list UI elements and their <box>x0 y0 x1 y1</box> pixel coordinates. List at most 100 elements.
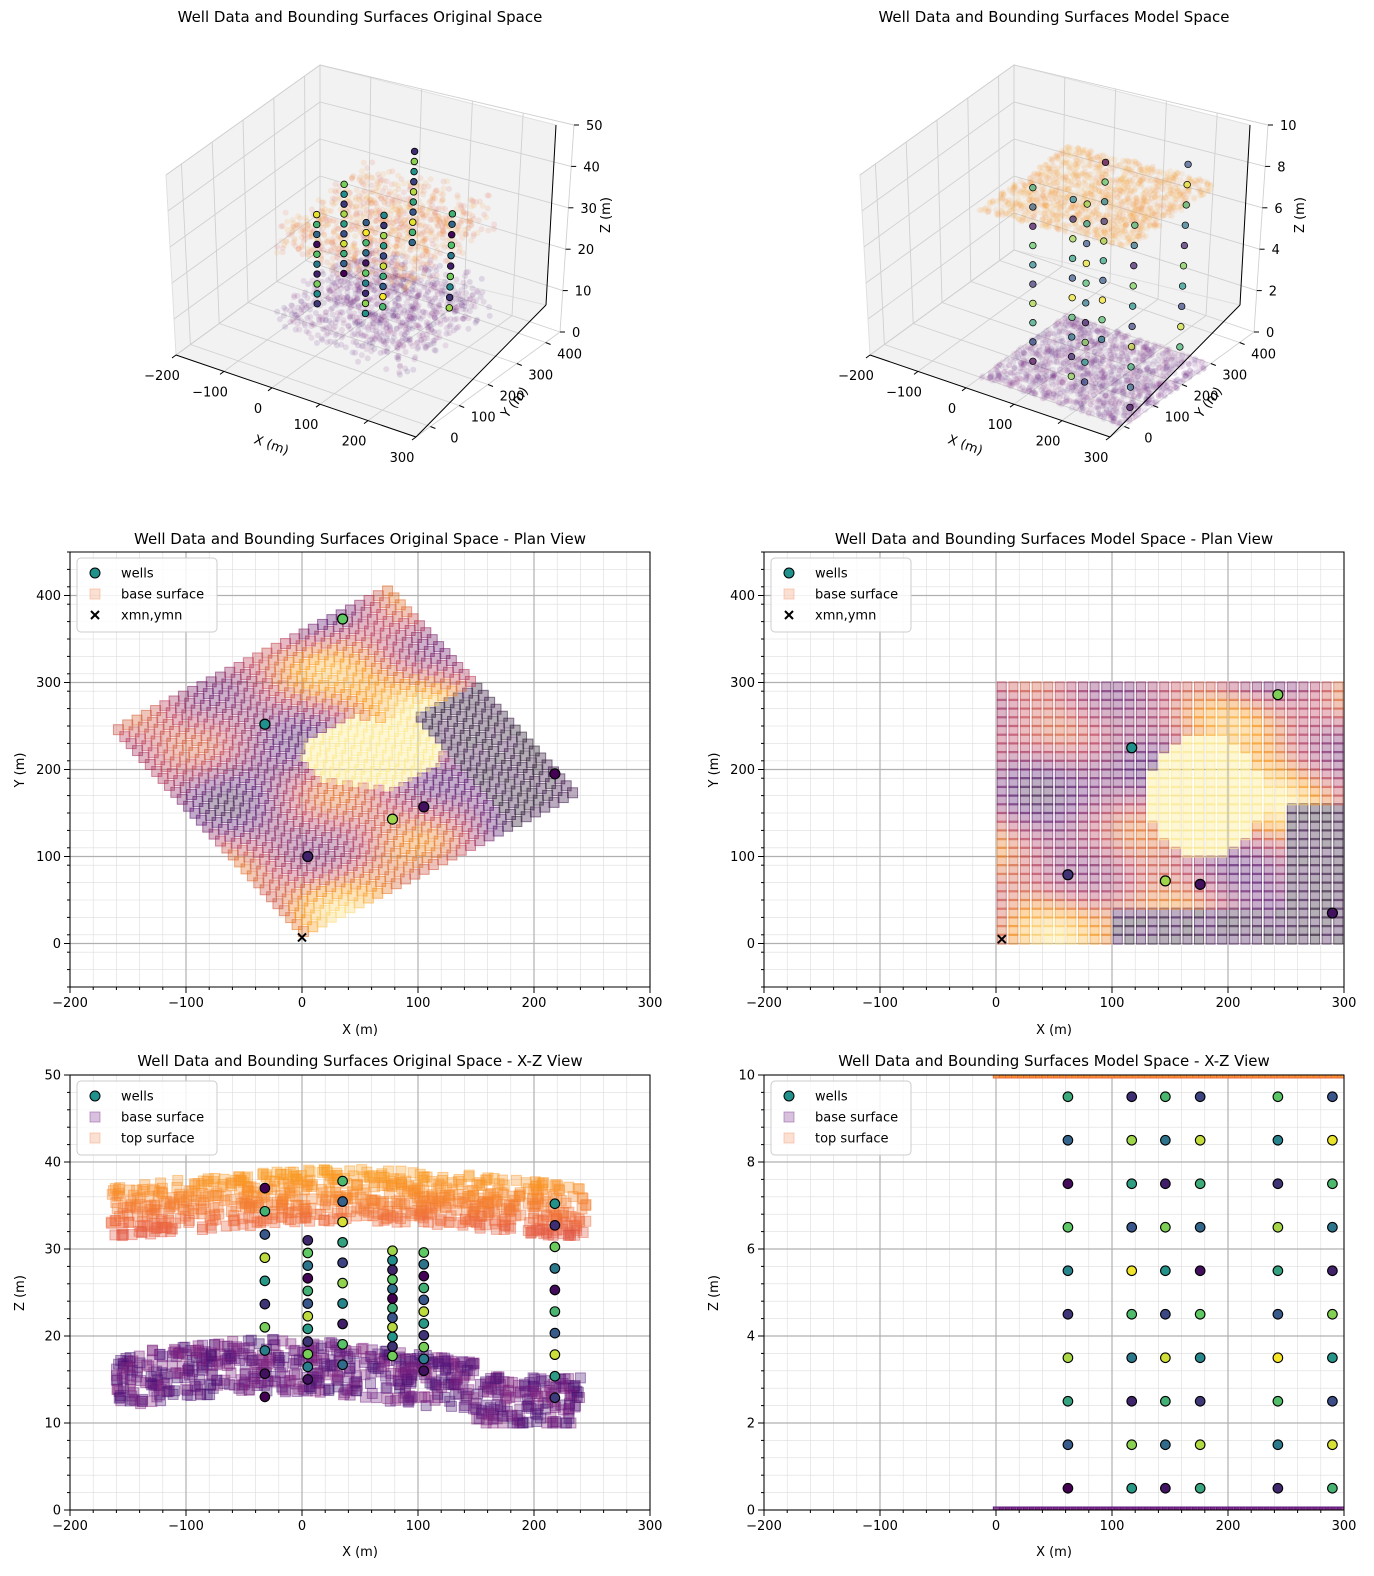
base-surface-point <box>434 288 441 295</box>
base-surface-point <box>355 304 362 311</box>
base-surface-point <box>403 313 410 320</box>
base-surface-point <box>390 339 397 346</box>
base-surface-point <box>403 326 410 333</box>
base-surface-point <box>354 318 361 325</box>
base-surface-point <box>415 323 422 330</box>
base-surface-point <box>326 323 333 330</box>
base-surface-point <box>363 345 370 352</box>
base-surface-point <box>454 296 461 303</box>
base-surface-point <box>344 289 351 296</box>
base-surface-point <box>333 302 340 309</box>
base-surface-point <box>326 287 333 294</box>
base-surface-point <box>1106 359 1113 366</box>
base-surface-point <box>381 313 388 320</box>
base-surface-point <box>424 322 431 329</box>
top-surface-point <box>1110 199 1117 206</box>
base-surface-point <box>365 324 372 331</box>
top-surface-point <box>391 219 398 226</box>
base-surface-point <box>391 289 398 296</box>
base-surface-point <box>329 305 336 312</box>
top-surface-point <box>430 216 437 223</box>
base-surface-point <box>472 319 479 326</box>
base-surface-point <box>390 312 397 319</box>
top-surface-point <box>321 232 328 239</box>
base-surface-point <box>348 280 355 287</box>
base-surface-point <box>995 372 1002 379</box>
base-surface-point <box>399 337 406 344</box>
base-surface-point <box>454 304 461 311</box>
base-surface-point <box>395 352 402 359</box>
base-surface-point <box>402 348 409 355</box>
base-surface-point <box>281 304 288 311</box>
base-surface-point <box>383 320 390 327</box>
base-surface-point <box>391 306 398 313</box>
well-point <box>1068 274 1077 282</box>
top-surface-point <box>1114 194 1121 201</box>
well-point <box>380 211 388 220</box>
base-surface-point <box>356 318 363 325</box>
base-surface-point <box>331 296 338 303</box>
base-surface-point <box>462 313 469 320</box>
base-surface-point <box>365 326 372 333</box>
base-surface-point <box>451 288 458 295</box>
base-surface-point <box>403 299 410 306</box>
base-surface-point <box>356 314 363 321</box>
base-surface-point <box>434 319 441 326</box>
base-surface-point <box>368 348 375 355</box>
well-point <box>1178 302 1186 311</box>
tick3d-x <box>961 387 967 392</box>
base-surface-point <box>402 326 409 333</box>
base-surface-point <box>432 294 439 301</box>
tick-label-3d-z: 40 <box>583 160 600 175</box>
base-surface-point <box>1042 338 1049 345</box>
top-surface-point <box>357 214 364 221</box>
well-point <box>340 249 348 258</box>
base-surface-point <box>402 290 409 297</box>
base-surface-point <box>308 323 315 330</box>
base-surface-point <box>379 311 386 318</box>
base-surface-point <box>343 297 350 304</box>
top-surface-point <box>408 258 415 265</box>
well-point <box>362 249 370 257</box>
base-surface-point <box>329 266 336 273</box>
base-surface-point <box>350 338 357 345</box>
top-surface-point <box>324 259 331 266</box>
base-surface-point <box>452 291 459 298</box>
well-point <box>379 272 387 281</box>
base-surface-point <box>1110 389 1117 396</box>
well-point <box>1029 357 1037 365</box>
base-surface-point <box>1015 355 1022 362</box>
top-surface-point <box>274 249 281 256</box>
base-surface-point <box>432 347 439 354</box>
top-surface-point <box>986 200 993 207</box>
well-point <box>1029 203 1037 211</box>
base-surface-point <box>352 320 359 327</box>
top-surface-point <box>1136 230 1143 237</box>
base-surface-point <box>393 266 400 273</box>
base-surface-point <box>1186 367 1193 374</box>
base-surface-point <box>383 366 390 373</box>
base-surface-point <box>431 314 438 321</box>
base-surface-point <box>387 327 394 334</box>
base-surface-point <box>372 264 379 271</box>
base-surface-point <box>371 345 378 352</box>
base-surface-point <box>461 299 468 306</box>
top-surface-point <box>404 234 411 241</box>
base-surface-point <box>431 281 438 288</box>
base-surface-point <box>424 261 431 268</box>
base-surface-point <box>370 315 377 322</box>
base-surface-point <box>388 259 395 266</box>
base-surface-point <box>391 282 398 289</box>
base-surface-point <box>421 282 428 289</box>
base-surface-point <box>403 287 410 294</box>
top-surface-point <box>388 279 395 286</box>
well-point <box>1101 158 1110 167</box>
base-surface-point <box>1108 351 1115 358</box>
base-surface-point <box>1174 376 1181 383</box>
base-surface-point <box>354 295 361 302</box>
base-surface-point <box>295 304 302 311</box>
base-surface-point <box>340 277 347 284</box>
top-surface-point <box>394 269 401 276</box>
top-surface-point <box>1045 166 1052 173</box>
